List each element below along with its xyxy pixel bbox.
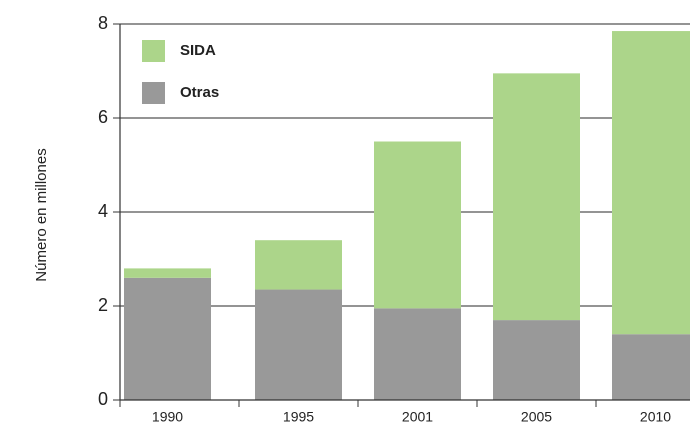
bar-segment	[374, 308, 461, 400]
bar-segment	[374, 141, 461, 309]
legend-label: Otras	[180, 84, 219, 101]
bar-segment	[124, 268, 211, 278]
x-tick-label: 2005	[521, 409, 552, 425]
y-tick-label: 0	[98, 389, 108, 409]
y-axis-label: Número en millones	[33, 148, 50, 281]
y-tick-label: 6	[98, 107, 108, 127]
bar-segment	[612, 31, 690, 335]
legend-swatch	[142, 40, 165, 62]
y-tick-label: 4	[98, 201, 108, 221]
y-tick-label: 2	[98, 295, 108, 315]
bar-segment	[124, 277, 211, 400]
bar-segment	[255, 240, 342, 290]
x-tick-label: 2010	[640, 409, 671, 425]
x-tick-label: 1990	[152, 409, 183, 425]
x-tick-label: 2001	[402, 409, 433, 425]
bar-segment	[493, 320, 580, 400]
y-tick-label: 8	[98, 13, 108, 33]
bar-segment	[493, 73, 580, 321]
bar-segment	[612, 334, 690, 400]
legend-label: SIDA	[180, 42, 216, 59]
bar-segment	[255, 289, 342, 400]
legend-swatch	[142, 82, 165, 104]
x-tick-label: 1995	[283, 409, 314, 425]
